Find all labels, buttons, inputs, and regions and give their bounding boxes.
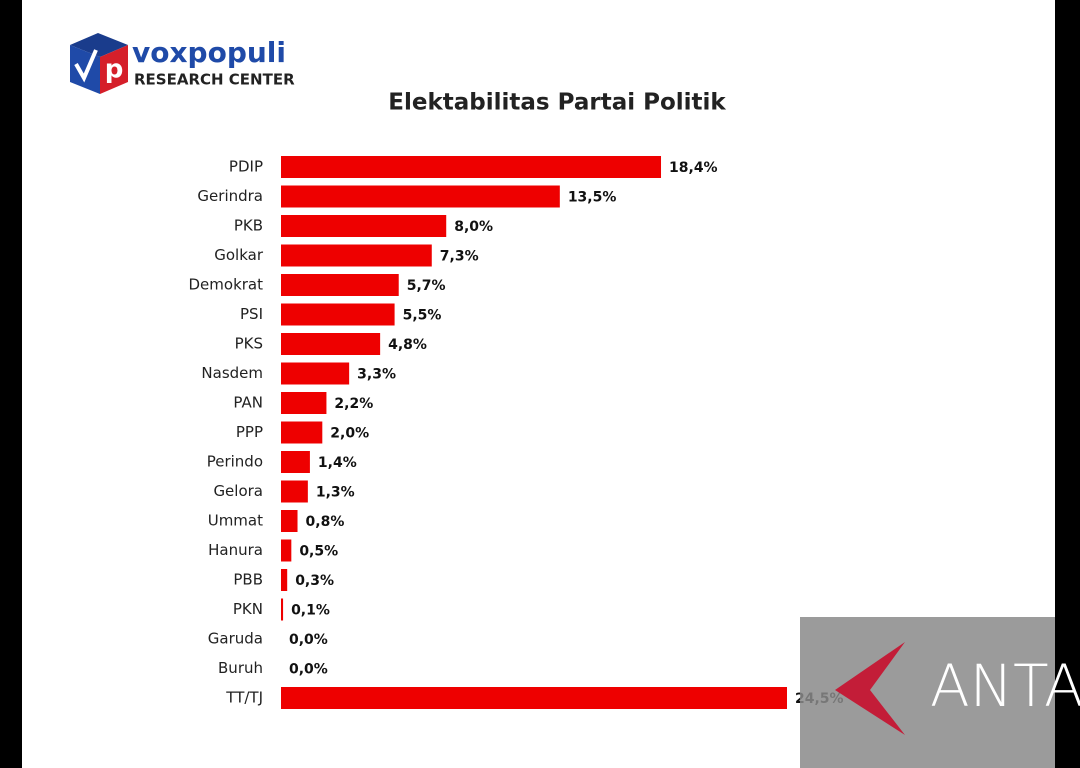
value-label: 1,3% <box>316 485 355 501</box>
value-label: 0,3% <box>295 573 334 589</box>
category-label: PKN <box>233 600 263 618</box>
logo-check <box>74 49 98 83</box>
value-label: 2,0% <box>330 426 369 442</box>
category-label: PKB <box>234 217 263 235</box>
bar <box>281 421 323 444</box>
bar <box>281 451 310 473</box>
category-label: Buruh <box>218 659 263 677</box>
category-label: PDIP <box>229 158 263 176</box>
watermark-text: ANTA <box>930 652 1080 720</box>
bar <box>281 185 560 208</box>
value-label: 0,0% <box>289 632 328 648</box>
bars: PDIP 18,4% Gerindra 13,5% PKB 8,0% Golkar 7,3% D… <box>189 156 844 709</box>
category-label: PPP <box>236 423 263 441</box>
value-label: 13,5% <box>568 190 617 206</box>
category-label: Perindo <box>207 453 263 471</box>
logo-cube-right <box>100 45 128 94</box>
category-label: Hanura <box>208 541 263 559</box>
bar <box>281 687 787 709</box>
watermark-icon <box>835 642 905 735</box>
value-label: 0,1% <box>291 603 330 619</box>
logo-cube-top <box>70 33 128 57</box>
bar <box>281 156 662 178</box>
category-label: TT/TJ <box>225 689 263 707</box>
watermark: ANTA <box>800 617 1080 768</box>
bar <box>281 215 447 237</box>
value-label: 0,8% <box>306 514 345 530</box>
logo-name: voxpopuli <box>132 36 286 69</box>
value-label: 5,7% <box>407 278 446 294</box>
bar <box>281 510 298 532</box>
bar <box>281 539 292 562</box>
category-label: PBB <box>233 571 263 589</box>
category-label: Garuda <box>208 630 263 648</box>
value-label: 5,5% <box>403 308 442 324</box>
bar <box>281 362 350 385</box>
bar <box>281 480 308 503</box>
category-label: Nasdem <box>201 364 263 382</box>
category-label: PKS <box>235 335 263 353</box>
category-label: Gelora <box>213 482 263 500</box>
bar <box>281 303 395 326</box>
bar <box>281 569 288 591</box>
logo: p voxpopuli RESEARCH CENTER <box>70 33 295 94</box>
value-label: 0,5% <box>299 544 338 560</box>
value-label: 2,2% <box>334 396 373 412</box>
category-label: PSI <box>240 305 263 323</box>
value-label: 0,0% <box>289 662 328 678</box>
value-label: 1,4% <box>318 455 357 471</box>
value-label: 7,3% <box>440 249 479 265</box>
bar <box>281 274 399 296</box>
bar <box>281 392 327 414</box>
category-label: Demokrat <box>189 276 264 294</box>
value-label: 18,4% <box>669 160 718 176</box>
logo-p: p <box>105 55 124 85</box>
category-label: Gerindra <box>197 187 263 205</box>
bar <box>281 598 284 621</box>
chart-title: Elektabilitas Partai Politik <box>388 90 726 116</box>
category-label: PAN <box>233 394 263 412</box>
category-label: Ummat <box>208 512 263 530</box>
bar <box>281 244 432 267</box>
bar <box>281 333 381 355</box>
value-label: 3,3% <box>357 367 396 383</box>
value-label: 4,8% <box>388 337 427 353</box>
logo-subtitle: RESEARCH CENTER <box>134 71 295 89</box>
category-label: Golkar <box>214 246 264 264</box>
value-label: 8,0% <box>454 219 493 235</box>
